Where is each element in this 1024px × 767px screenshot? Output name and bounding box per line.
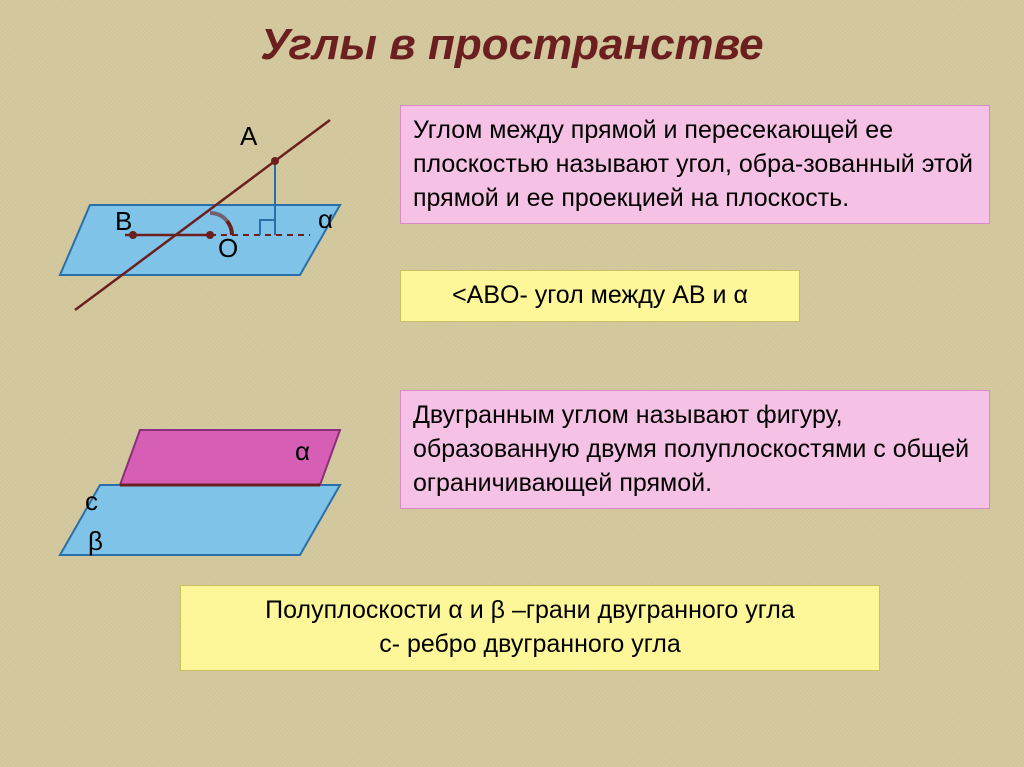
- page-title: Углы в пространстве: [30, 20, 994, 70]
- definition-line-plane-angle: Углом между прямой и пересекающей ее пло…: [400, 105, 990, 224]
- dihedral-faces-edge-note: Полуплоскости α и β –грани двугранного у…: [180, 585, 880, 671]
- label-b: В: [115, 206, 132, 236]
- note-line1: Полуплоскости α и β –грани двугранного у…: [193, 594, 867, 628]
- point-o: [206, 231, 214, 239]
- slide: Углы в пространстве А В О α Углом м: [0, 0, 1024, 767]
- label-o: О: [218, 233, 238, 263]
- label-alpha2: α: [295, 436, 310, 466]
- label-alpha: α: [318, 204, 333, 234]
- definition-dihedral-angle: Двугранным углом называют фигуру, образо…: [400, 390, 990, 509]
- diagram-line-plane-angle: А В О α: [60, 115, 380, 315]
- label-beta: β: [88, 526, 103, 556]
- angle-abo-note: <ABO- угол между АВ и α: [400, 270, 800, 322]
- diagram-dihedral-angle: α β с: [50, 415, 370, 575]
- label-c: с: [85, 486, 98, 516]
- point-a: [271, 157, 279, 165]
- content-area: А В О α Углом между прямой и пересекающе…: [30, 95, 994, 735]
- note-line2: с- ребро двугранного угла: [193, 628, 867, 662]
- label-a: А: [240, 121, 258, 151]
